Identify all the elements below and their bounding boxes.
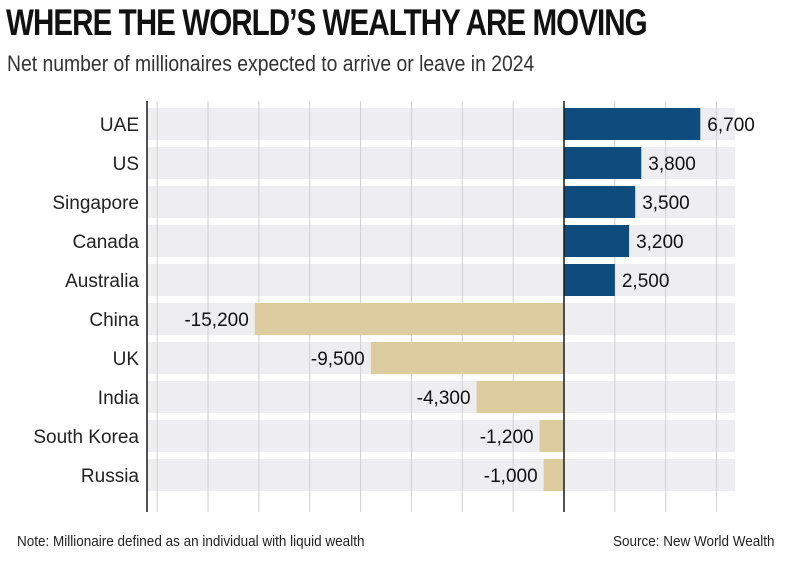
category-label: Australia <box>65 271 139 292</box>
row-background <box>147 264 735 296</box>
row-background <box>147 147 735 179</box>
data-label: -15,200 <box>184 310 248 331</box>
data-label: 3,500 <box>642 193 690 214</box>
bar-uae <box>564 108 701 140</box>
bar-singapore <box>564 186 636 218</box>
chart-title: WHERE THE WORLD’S WEALTHY ARE MOVING <box>6 2 648 43</box>
category-label: India <box>98 388 140 409</box>
category-label: China <box>89 310 139 331</box>
category-label: US <box>113 154 139 175</box>
row-background <box>147 225 735 257</box>
bar-south-korea <box>539 420 564 452</box>
data-label: 3,200 <box>636 232 684 253</box>
data-label: -1,200 <box>480 427 534 448</box>
category-label: Canada <box>72 232 139 253</box>
data-label: -1,000 <box>484 466 538 487</box>
row-background <box>147 420 735 452</box>
data-label: 2,500 <box>622 271 670 292</box>
category-label: South Korea <box>33 427 139 448</box>
source-credit: Source: New World Wealth <box>613 533 775 550</box>
footnote: Note: Millionaire defined as an individu… <box>17 533 365 550</box>
row-background <box>147 459 735 491</box>
data-label: 6,700 <box>707 115 755 136</box>
category-label: UAE <box>100 115 139 136</box>
bar-australia <box>564 264 615 296</box>
category-label: Russia <box>81 466 140 487</box>
data-label: 3,800 <box>648 154 696 175</box>
chart-subtitle: Net number of millionaires expected to a… <box>7 51 535 76</box>
category-label: Singapore <box>52 193 139 214</box>
bar-us <box>564 147 642 179</box>
category-label: UK <box>113 349 140 370</box>
data-label: -4,300 <box>417 388 471 409</box>
bar-russia <box>543 459 564 491</box>
bar-canada <box>564 225 630 257</box>
bar-uk <box>370 342 564 374</box>
row-background <box>147 381 735 413</box>
row-background <box>147 186 735 218</box>
bar-china <box>254 303 564 335</box>
bar-india <box>476 381 564 413</box>
data-label: -9,500 <box>311 349 365 370</box>
